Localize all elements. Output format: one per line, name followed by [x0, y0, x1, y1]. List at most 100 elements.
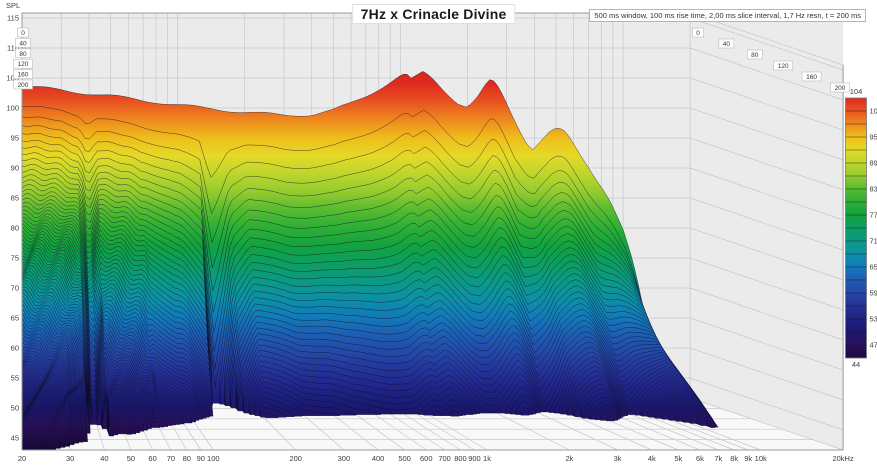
- x-tick-label: 2k: [565, 454, 573, 463]
- freq-floor-gridline: [689, 397, 844, 451]
- measurement-info: 500 ms window, 100 ms rise time, 2,00 ms…: [589, 9, 866, 22]
- y-tick-label: 85: [11, 194, 19, 203]
- spl-rightwall-gridline: [689, 17, 844, 71]
- time-tick-label: 200: [835, 85, 846, 92]
- colorbar-side-label: 83: [870, 185, 877, 194]
- time-tick-label: 160: [18, 72, 29, 79]
- spl-rightwall-gridline: [689, 137, 844, 191]
- x-tick-label: 6k: [696, 454, 704, 463]
- y-axis-title: SPL: [6, 1, 20, 10]
- x-tick-label: 20: [18, 454, 26, 463]
- waterfall-slice: [21, 329, 719, 428]
- waterfall-slice: [21, 312, 713, 426]
- x-tick-label: 100: [207, 454, 220, 463]
- time-tick-label: 120: [778, 63, 789, 70]
- y-tick-label: 50: [11, 404, 19, 413]
- time-tick-label: 40: [723, 41, 731, 48]
- time-label-box: [801, 71, 822, 82]
- time-label-box: [830, 82, 850, 93]
- spl-rightwall-gridline: [689, 167, 844, 221]
- colorbar-side-label: 89: [870, 159, 877, 168]
- y-tick-label: 90: [11, 164, 19, 173]
- x-tick-label: 600: [420, 454, 433, 463]
- colorbar-side-label: 53: [870, 315, 877, 324]
- time-label-box: [13, 79, 33, 90]
- spl-rightwall-gridline: [689, 377, 844, 431]
- y-tick-label: 95: [11, 134, 19, 143]
- x-tick-label: 900: [468, 454, 481, 463]
- x-tick-label: 1k: [483, 454, 491, 463]
- y-tick-label: 65: [11, 314, 19, 323]
- chart-title: 7Hz x Crinacle Divine: [351, 4, 516, 24]
- colorbar-max-label: 104: [850, 87, 863, 96]
- spl-rightwall-gridline: [689, 257, 844, 311]
- time-label-box: [13, 69, 33, 79]
- colorbar: 104 44 101 95 89 83 77 71 65 59 53 47: [845, 87, 877, 369]
- y-tick-label: 55: [11, 374, 19, 383]
- x-tick-label: 200: [289, 454, 302, 463]
- colorbar-side-label: 101: [870, 107, 877, 116]
- x-tick-label: 300: [338, 454, 351, 463]
- colorbar-side-label: 65: [870, 263, 877, 272]
- colorbar-min-label: 44: [852, 360, 860, 369]
- y-tick-label: 105: [6, 74, 19, 83]
- y-tick-label: 100: [6, 104, 19, 113]
- x-tick-label: 40: [100, 454, 108, 463]
- x-tick-label: 9k: [744, 454, 752, 463]
- x-tick-label: 60: [148, 454, 156, 463]
- spl-rightwall-gridline: [689, 197, 844, 251]
- time-tick-label: 0: [696, 30, 700, 37]
- time-tick-label: 160: [806, 74, 817, 81]
- x-tick-label: 8k: [730, 454, 738, 463]
- colorbar-side-label: 47: [870, 341, 877, 350]
- x-tick-label: 80: [183, 454, 191, 463]
- time-tick-label: 0: [21, 30, 25, 37]
- x-tick-label: 700: [438, 454, 451, 463]
- spl-rightwall-gridline: [689, 227, 844, 281]
- time-tick-label: 40: [19, 40, 27, 47]
- time-label-box: [13, 58, 33, 69]
- time-tick-label: 80: [19, 51, 27, 58]
- spl-rightwall-gridline: [689, 287, 844, 341]
- y-tick-label: 45: [11, 434, 19, 443]
- x-tick-label: 4k: [648, 454, 656, 463]
- time-label-box: [15, 48, 31, 59]
- spl-rightwall-gridline: [689, 347, 844, 401]
- time-tick-label: 200: [18, 82, 29, 89]
- time-label-box: [718, 38, 735, 49]
- time-labels: 0 0 40 40 80 80 120 120 160 160 200 200: [13, 27, 850, 93]
- waterfall-slice: [21, 259, 699, 417]
- x-tick-label: 5k: [674, 454, 682, 463]
- y-tick-label: 70: [11, 284, 19, 293]
- time-label-box: [773, 60, 794, 71]
- y-tick-label: 110: [7, 44, 19, 53]
- x-tick-label: 70: [167, 454, 175, 463]
- x-tick-label: 7k: [714, 454, 722, 463]
- time-label-box: [17, 27, 29, 38]
- y-tick-label: 115: [7, 14, 19, 23]
- time-tick-label: 120: [18, 61, 29, 68]
- waterfall-slices: [21, 71, 719, 451]
- colorbar-side-label: 59: [870, 289, 877, 298]
- x-tick-label: 500: [398, 454, 411, 463]
- x-tick-label: 10k: [755, 454, 767, 463]
- time-label-box: [692, 27, 704, 38]
- waterfall-slice: [21, 317, 715, 426]
- y-tick-label: 60: [11, 344, 19, 353]
- x-tick-label: 50: [127, 454, 135, 463]
- x-tick-label: 20kHz: [832, 454, 854, 463]
- colorbar-side-label: 71: [870, 237, 877, 246]
- colorbar-side-label: 95: [870, 133, 877, 142]
- x-tick-label: 3k: [614, 454, 622, 463]
- spl-rightwall-gridline: [689, 47, 844, 101]
- time-label-box: [15, 38, 31, 48]
- x-tick-label: 800: [454, 454, 467, 463]
- x-tick-label: 30: [66, 454, 74, 463]
- spl-rightwall-gridline: [689, 317, 844, 371]
- colorbar-side-label: 77: [870, 211, 877, 220]
- spl-rightwall-gridline: [689, 77, 844, 131]
- time-label-box: [746, 49, 763, 60]
- time-tick-label: 80: [751, 52, 759, 59]
